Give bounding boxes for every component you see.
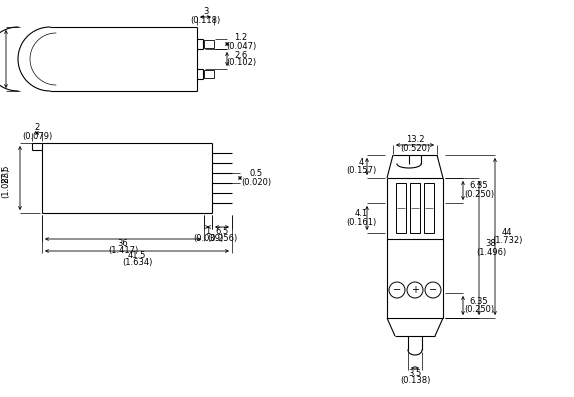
Bar <box>204 40 214 48</box>
Text: −: − <box>393 285 401 295</box>
Text: 6.35: 6.35 <box>470 297 488 306</box>
Text: +: + <box>411 285 419 295</box>
Text: 3.5: 3.5 <box>408 368 422 378</box>
Text: (0.118): (0.118) <box>191 15 220 25</box>
Text: (0.520): (0.520) <box>400 143 430 152</box>
Text: 4: 4 <box>358 158 363 167</box>
Text: 36: 36 <box>118 239 129 249</box>
Text: 13.2: 13.2 <box>406 135 424 145</box>
Text: 6.35: 6.35 <box>470 181 488 191</box>
Text: 1: 1 <box>205 227 211 237</box>
Text: (0.047): (0.047) <box>226 42 256 50</box>
Text: (1.083): (1.083) <box>2 168 10 198</box>
Text: (0.157): (0.157) <box>346 166 376 175</box>
Text: 41.5: 41.5 <box>128 252 146 260</box>
Text: (1.732): (1.732) <box>492 236 522 245</box>
Text: (0.020): (0.020) <box>241 177 271 187</box>
Text: (0.250): (0.250) <box>464 189 494 198</box>
Text: −: − <box>429 285 437 295</box>
Text: 2.6: 2.6 <box>234 50 247 60</box>
Text: 27.5: 27.5 <box>2 165 10 183</box>
Text: 6.5: 6.5 <box>215 227 228 237</box>
Text: 1.2: 1.2 <box>234 33 247 42</box>
Text: (1.634): (1.634) <box>122 258 152 268</box>
Text: (0.256): (0.256) <box>207 235 237 243</box>
Text: (0.102): (0.102) <box>226 58 256 67</box>
Text: (0.161): (0.161) <box>346 218 376 227</box>
Text: 0.5: 0.5 <box>250 170 262 179</box>
Text: 2: 2 <box>34 123 40 133</box>
Bar <box>410 183 420 233</box>
Text: 4.1: 4.1 <box>354 210 367 218</box>
Text: (0.138): (0.138) <box>400 376 430 385</box>
Text: (1.417): (1.417) <box>108 247 138 256</box>
Bar <box>424 183 434 233</box>
Bar <box>396 183 406 233</box>
Text: (1.496): (1.496) <box>476 247 506 256</box>
Text: 44: 44 <box>502 228 512 237</box>
Bar <box>204 70 214 78</box>
Text: 3: 3 <box>203 8 208 17</box>
Text: (0.079): (0.079) <box>22 131 52 141</box>
Text: (0.250): (0.250) <box>464 305 494 314</box>
Text: (0.039): (0.039) <box>193 235 223 243</box>
Text: 38: 38 <box>486 239 497 249</box>
